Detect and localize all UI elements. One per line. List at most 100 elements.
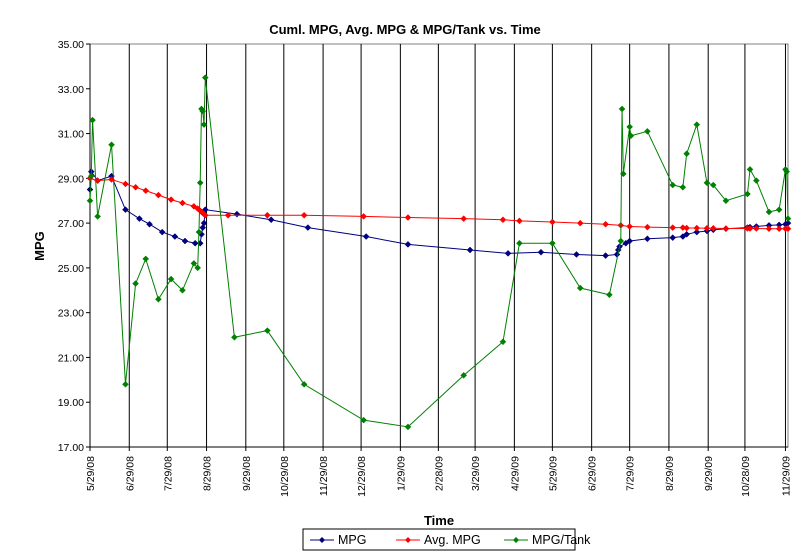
y-tick-label: 19.00 (58, 397, 84, 409)
y-tick-label: 25.00 (58, 263, 84, 275)
data-point (549, 239, 556, 247)
x-tick-label: 10/28/09 (740, 456, 752, 497)
data-point (576, 284, 584, 292)
x-tick-label: 11/29/09 (780, 456, 792, 496)
series-mpg-tank (86, 74, 792, 431)
x-tick-label: 1/29/09 (395, 456, 407, 491)
data-point (709, 224, 717, 232)
data-point (195, 228, 203, 236)
data-point (626, 237, 634, 245)
y-tick-label: 35.00 (58, 39, 84, 51)
data-point (516, 217, 523, 225)
data-point (122, 206, 129, 214)
data-point (94, 213, 101, 220)
data-point (619, 170, 627, 178)
data-point (142, 255, 150, 263)
data-point (644, 235, 651, 243)
data-point (171, 233, 179, 240)
x-tick-label: 5/29/08 (85, 456, 97, 491)
data-point (499, 338, 507, 346)
data-point (752, 225, 760, 232)
data-point (181, 237, 189, 245)
data-point (108, 141, 115, 149)
x-axis-label: Time (424, 513, 454, 528)
data-point (142, 187, 150, 195)
axes: 5/29/08 6/29/08 7/29/08 8/29/08 9/29/08 10/29… (58, 39, 793, 497)
data-point (669, 234, 677, 242)
legend-label: MPG/Tank (532, 533, 591, 547)
data-point (703, 179, 711, 187)
data-point (466, 246, 474, 254)
data-point (199, 107, 207, 115)
data-point (122, 380, 129, 388)
data-point (744, 190, 751, 198)
data-point (89, 116, 96, 124)
data-point (683, 224, 691, 232)
data-point (200, 219, 208, 227)
data-point (263, 327, 271, 334)
data-point (304, 224, 312, 231)
legend-box (302, 528, 576, 551)
x-tick-label: 2/28/09 (433, 456, 445, 491)
data-point (267, 216, 275, 224)
data-point (460, 372, 468, 379)
legend-marker (405, 537, 411, 543)
data-point (752, 177, 760, 184)
chart-title: Cuml. MPG, Avg. MPG & MPG/Tank vs. Time (269, 22, 541, 37)
data-point (722, 225, 730, 232)
grid-lines (128, 44, 786, 447)
data-point (132, 280, 139, 287)
data-point (669, 181, 677, 189)
data-point (784, 225, 792, 233)
x-tick-label: 12/29/08 (356, 456, 368, 497)
x-tick-label: 11/29/08 (318, 456, 330, 496)
x-tick-label: 8/29/09 (664, 456, 676, 491)
data-point (626, 223, 634, 230)
legend-item-mpg-tank: MPG/Tank (504, 533, 591, 547)
data-point (196, 179, 204, 187)
data-point (179, 286, 186, 294)
legend-marker (319, 537, 325, 543)
data-point (683, 230, 691, 238)
x-tick-label: 10/29/08 (279, 456, 291, 497)
data-point (155, 191, 162, 199)
data-point (194, 264, 202, 272)
data-point (602, 220, 609, 228)
data-point (537, 248, 545, 256)
data-point (617, 237, 625, 245)
legend-label: MPG (338, 533, 366, 547)
data-point (460, 215, 468, 222)
data-point (155, 295, 162, 303)
data-point (626, 123, 634, 131)
data-point (362, 233, 370, 240)
series-mpg (86, 168, 792, 259)
data-point (167, 196, 175, 203)
data-point (703, 224, 711, 232)
data-point (784, 215, 792, 222)
data-point (693, 121, 701, 128)
data-point (644, 127, 651, 135)
data-point (201, 74, 209, 81)
data-point (683, 150, 691, 158)
series-group (86, 74, 792, 431)
data-point (404, 423, 412, 431)
data-point (775, 225, 783, 233)
y-axis-label: MPG (32, 231, 47, 261)
x-tick-label: 7/29/08 (162, 456, 174, 491)
data-point (167, 275, 175, 283)
data-point (746, 225, 754, 232)
y-tick-label: 33.00 (58, 84, 84, 96)
x-tick-label: 7/29/09 (625, 456, 637, 491)
data-point (618, 105, 626, 113)
x-tick-label: 5/29/09 (547, 456, 559, 491)
data-point (516, 239, 523, 247)
data-point (644, 223, 651, 231)
series-line-mpg (89, 170, 789, 257)
y-tick-label: 17.00 (58, 442, 84, 454)
legend-label: Avg. MPG (424, 533, 481, 547)
data-point (201, 211, 209, 219)
y-tick-label: 21.00 (58, 352, 84, 364)
x-tick-label: 6/29/09 (587, 456, 599, 491)
x-tick-label: 9/29/08 (241, 456, 253, 491)
